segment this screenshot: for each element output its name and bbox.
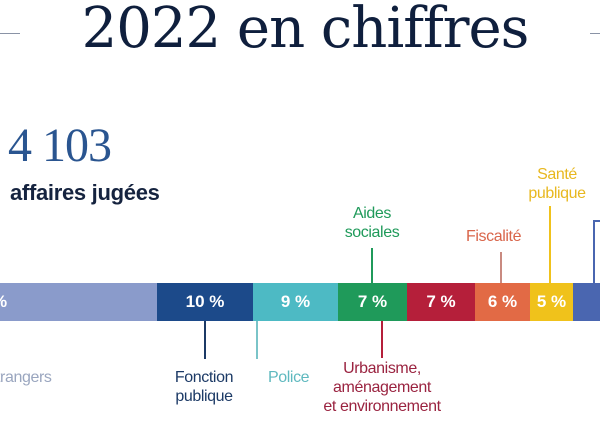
label-urbanisme: Urbanisme, aménagement et environnement bbox=[322, 359, 442, 416]
label-line: Fonction bbox=[174, 369, 234, 386]
label-line: publique bbox=[528, 185, 586, 202]
cases-label: affaires jugées bbox=[10, 180, 160, 205]
label-line: publique bbox=[175, 388, 233, 405]
label-police: Police bbox=[268, 369, 310, 386]
connector-next-tick bbox=[593, 220, 600, 222]
label-sante-publique: Santé publique bbox=[524, 165, 590, 203]
bar-segment-label: 6 % bbox=[487, 292, 518, 311]
label-line: Urbanisme, bbox=[343, 360, 421, 377]
page-title: 2022 en chiffres bbox=[81, 0, 530, 61]
bar-segment: 6 % bbox=[475, 283, 530, 321]
bar-segment: 10 % bbox=[157, 283, 253, 321]
label-etrangers: trangers bbox=[0, 369, 52, 386]
bar-segment-label: 10 % bbox=[185, 292, 225, 311]
connector-sante bbox=[549, 206, 551, 283]
label-aides-sociales: Aides sociales bbox=[336, 204, 408, 242]
label-line: aménagement bbox=[333, 379, 431, 396]
label-line: et environnement bbox=[323, 398, 441, 415]
bar-segment-label: 9 % bbox=[280, 292, 311, 311]
title-rule-right bbox=[590, 33, 600, 34]
connector-police bbox=[256, 321, 258, 359]
connector-next bbox=[593, 220, 595, 283]
bar-segment: 9 % bbox=[253, 283, 338, 321]
connector-aides bbox=[371, 248, 373, 283]
label-fiscalite: Fiscalité bbox=[466, 228, 522, 245]
bar-segment: 7 % bbox=[407, 283, 475, 321]
label-line: Aides bbox=[352, 205, 392, 222]
connector-urbanisme bbox=[381, 321, 383, 358]
bar-segment: 7 % bbox=[338, 283, 407, 321]
bar-segment bbox=[573, 283, 600, 321]
label-line: sociales bbox=[344, 224, 400, 241]
connector-fonction bbox=[204, 321, 206, 359]
label-fonction-publique: Fonction publique bbox=[166, 368, 242, 406]
bar-segment: 5 % bbox=[530, 283, 573, 321]
bar-segment-label: % bbox=[0, 292, 7, 312]
bar-segment-label: 5 % bbox=[536, 292, 567, 311]
cases-count: 4 103 bbox=[8, 119, 112, 172]
connector-fiscalite bbox=[500, 252, 502, 283]
bar-segment-label: 7 % bbox=[357, 292, 388, 311]
label-line: Santé bbox=[537, 166, 577, 183]
title-rule-left bbox=[0, 33, 20, 34]
bar-segment: % bbox=[0, 283, 157, 321]
bar-segment-label: 7 % bbox=[426, 292, 456, 311]
